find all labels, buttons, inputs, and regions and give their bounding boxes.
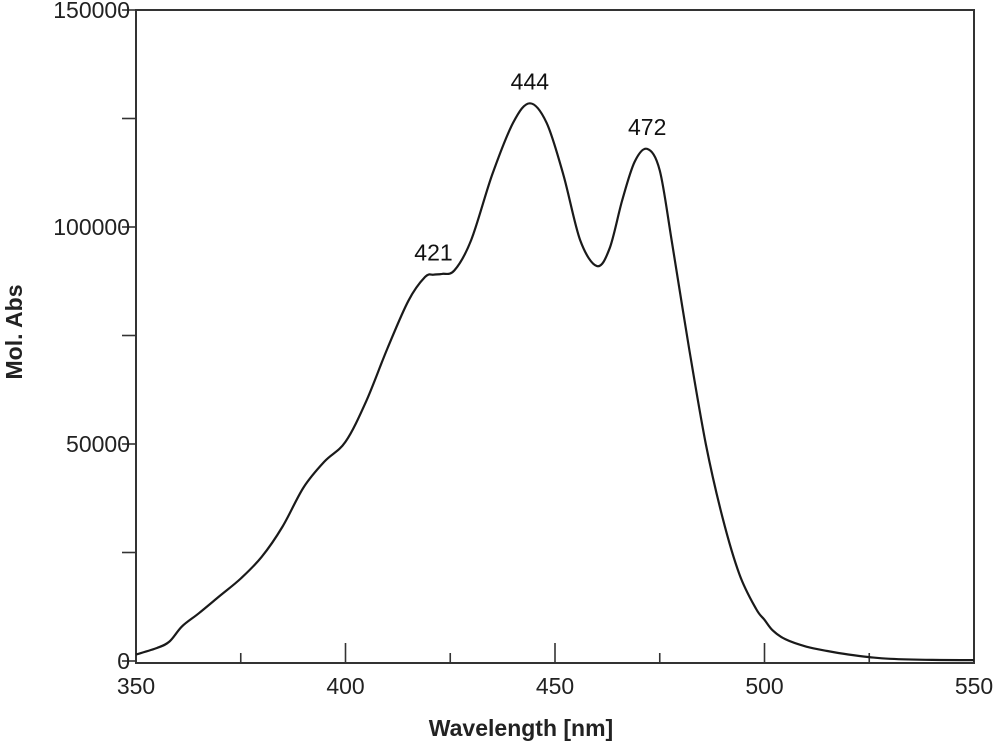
y-tick-label: 150000	[53, 0, 130, 23]
y-axis-title: Mol. Abs	[1, 285, 27, 380]
peak-label: 472	[628, 114, 666, 140]
y-tick-label: 100000	[53, 214, 130, 240]
axis-tick-labels: 350 400 450 500 550 0 50000 100000 150000	[53, 0, 993, 699]
peak-label: 444	[511, 68, 550, 94]
peak-label: 421	[414, 240, 452, 266]
plot-frame	[135, 9, 975, 664]
x-tick-label: 450	[536, 673, 574, 699]
peak-annotations: 421 444 472	[414, 68, 666, 265]
y-tick-label: 50000	[66, 431, 130, 457]
x-tick-label: 350	[117, 673, 155, 699]
x-axis-title: Wavelength [nm]	[429, 715, 613, 741]
x-tick-label: 500	[745, 673, 783, 699]
y-tick-label: 0	[117, 648, 130, 674]
x-tick-label: 400	[326, 673, 364, 699]
x-tick-label: 550	[955, 673, 993, 699]
absorbance-curve	[135, 102, 975, 662]
axis-ticks	[122, 9, 871, 663]
